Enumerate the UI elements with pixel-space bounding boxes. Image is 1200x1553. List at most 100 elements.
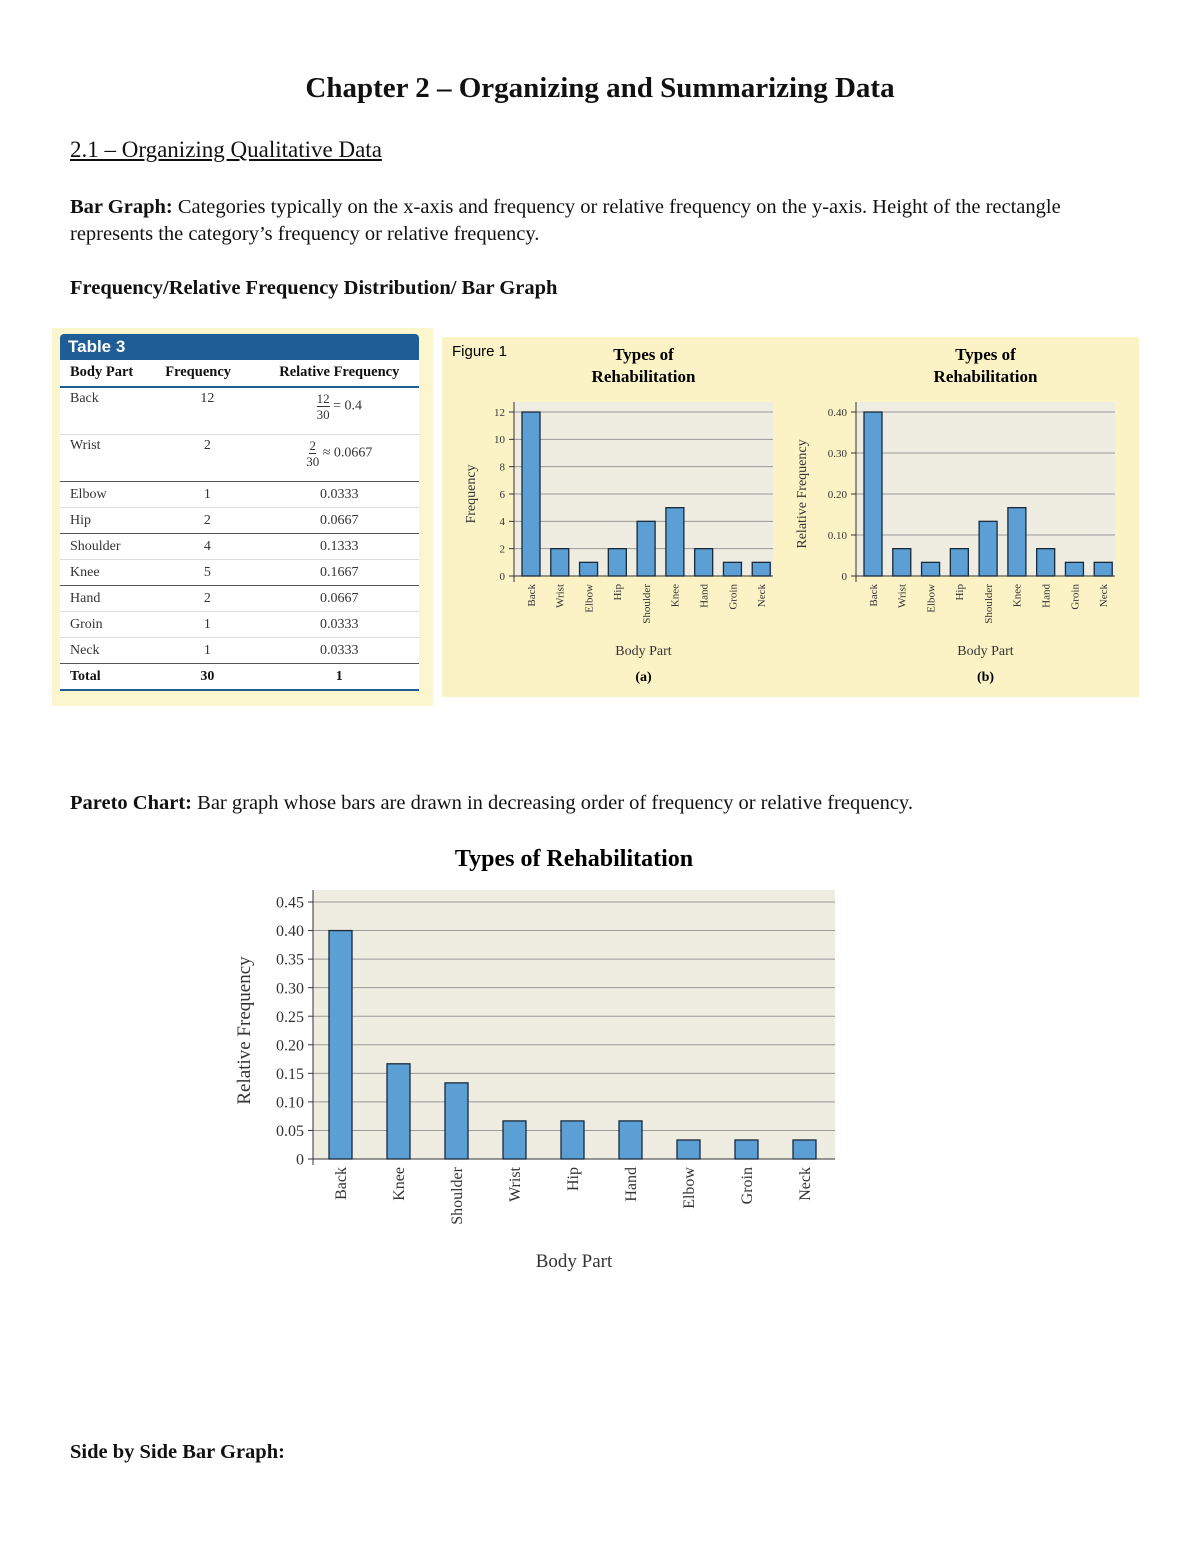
y-tick-label: 0.30 <box>828 448 848 460</box>
cell: 0.0667 <box>253 585 419 612</box>
cell: Total <box>60 663 156 691</box>
cell: 0.1667 <box>253 559 419 586</box>
bar-back <box>328 929 353 1160</box>
definition-text: Bar graph whose bars are drawn in decrea… <box>192 792 913 814</box>
x-tick-label: Knee <box>1012 584 1024 607</box>
frequency-table: Table 3 Body Part Frequency Relative Fre… <box>60 334 419 691</box>
x-tick-label: Elbow <box>925 584 937 613</box>
x-tick-label: Knee <box>670 584 682 607</box>
pareto-bar-chart: 0 0.05 0.10 0.15 0.20 0.25 0.30 0.35 0.40 0.45 Bac… <box>234 846 835 1272</box>
x-tick-label: Neck <box>797 1167 814 1201</box>
y-tick-label: 0 <box>500 571 506 583</box>
term: Pareto Chart: <box>70 792 193 814</box>
table-row: Knee 5 0.1667 <box>60 559 419 586</box>
chart-caption: (b) <box>977 670 994 685</box>
cell: 1 <box>155 637 254 664</box>
cell: 1 <box>155 481 254 508</box>
bar-groin <box>1064 561 1085 577</box>
col-header: Frequency <box>155 360 254 388</box>
bar-knee <box>665 507 685 577</box>
table-row: Back 12 12 30 = 0.4 <box>60 387 419 435</box>
y-tick-label: 4 <box>500 516 506 528</box>
x-tick-label: Wrist <box>507 1166 524 1201</box>
cell: 0.0333 <box>253 637 419 664</box>
y-tick-label: 0.15 <box>276 1066 304 1083</box>
y-tick-label: 0.10 <box>276 1094 304 1111</box>
y-tick-label: 6 <box>500 489 506 501</box>
bar-hand <box>1036 548 1056 577</box>
bar-neck <box>751 561 771 577</box>
bar-wrist <box>502 1120 527 1160</box>
bar-groin <box>734 1139 759 1160</box>
x-tick-label: Groin <box>727 584 739 610</box>
x-tick-label: Neck <box>756 584 768 608</box>
chart-title-line: Types of <box>955 345 1016 364</box>
y-tick-label: 0 <box>296 1152 304 1169</box>
frequency-heading: Frequency/Relative Frequency Distributio… <box>70 277 558 299</box>
table-title: Table 3 <box>60 334 419 360</box>
y-tick-label: 0.20 <box>276 1037 304 1054</box>
x-tick-label: Hand <box>699 584 711 608</box>
cell: Elbow <box>60 481 156 508</box>
bar-shoulder <box>444 1082 469 1160</box>
result: ≈ 0.0667 <box>322 445 373 461</box>
table-row: Shoulder 4 0.1333 <box>60 533 419 560</box>
x-tick-label: Back <box>333 1167 350 1200</box>
cell: 2 <box>155 585 254 612</box>
chart-title-line: Rehabilitation <box>592 367 696 386</box>
definition-text: Categories typically on the x-axis and f… <box>70 196 1061 245</box>
bar-back <box>521 411 541 577</box>
cell: Hip <box>60 507 156 534</box>
table-row: Elbow 1 0.0333 <box>60 481 419 508</box>
y-tick-label: 0 <box>842 571 848 583</box>
denominator: 30 <box>316 407 330 422</box>
x-axis-label: Body Part <box>615 644 672 659</box>
cell: 30 <box>155 663 254 691</box>
y-tick-label: 2 <box>500 544 506 556</box>
cell: Neck <box>60 637 156 664</box>
x-tick-label: Groin <box>739 1167 756 1204</box>
y-tick-label: 0.45 <box>276 895 304 912</box>
x-tick-label: Back <box>526 584 538 607</box>
table-row: Hip 2 0.0667 <box>60 507 419 534</box>
y-tick-label: 0.30 <box>276 980 304 997</box>
figure-1: Figure 1 0 2 4 6 8 10 12 Back Wrist Elbow Hip Shoul… <box>442 337 1139 697</box>
x-tick-label: Hand <box>623 1167 640 1202</box>
bar-knee <box>1007 507 1027 577</box>
table-row: Wrist 2 2 30 ≈ 0.0667 <box>60 434 419 482</box>
result: = 0.4 <box>333 398 362 414</box>
cell: 0.0333 <box>253 611 419 638</box>
table-header-row: Body Part Frequency Relative Frequency <box>60 360 419 388</box>
x-axis-label: Body Part <box>957 644 1014 659</box>
cell: 1 <box>155 611 254 638</box>
numerator: 12 <box>316 391 330 407</box>
table-3-figure: Table 3 Body Part Frequency Relative Fre… <box>52 328 433 706</box>
bar-knee <box>386 1063 411 1160</box>
figure-label: Figure 1 <box>452 343 507 360</box>
bar-hand <box>618 1120 643 1160</box>
cell: 0.0333 <box>253 481 419 508</box>
x-tick-label: Back <box>868 584 880 607</box>
bar-neck <box>1093 561 1113 577</box>
cell: 2 30 ≈ 0.0667 <box>253 434 419 482</box>
y-tick-label: 0.05 <box>276 1123 304 1140</box>
x-tick-label: Hand <box>1041 584 1053 608</box>
x-tick-label: Hip <box>954 584 966 601</box>
table-row: Groin 1 0.0333 <box>60 611 419 638</box>
chart-title-line: Types of Rehabilitation <box>455 846 693 872</box>
x-tick-label: Wrist <box>555 584 567 608</box>
bar-groin <box>722 561 743 577</box>
cell: 4 <box>155 533 254 560</box>
y-axis-label: Relative Frequency <box>795 439 810 548</box>
bar-hip <box>607 548 627 577</box>
y-tick-label: 0.20 <box>828 489 848 501</box>
page-title: Chapter 2 – Organizing and Summarizing D… <box>305 72 895 104</box>
cell: 1 <box>253 663 419 691</box>
y-tick-label: 0.40 <box>828 407 848 419</box>
bar-hip <box>560 1120 585 1160</box>
x-tick-label: Hip <box>612 584 624 601</box>
bar-hip <box>949 548 969 577</box>
bar-hand <box>694 548 714 577</box>
y-tick-label: 10 <box>494 434 506 446</box>
